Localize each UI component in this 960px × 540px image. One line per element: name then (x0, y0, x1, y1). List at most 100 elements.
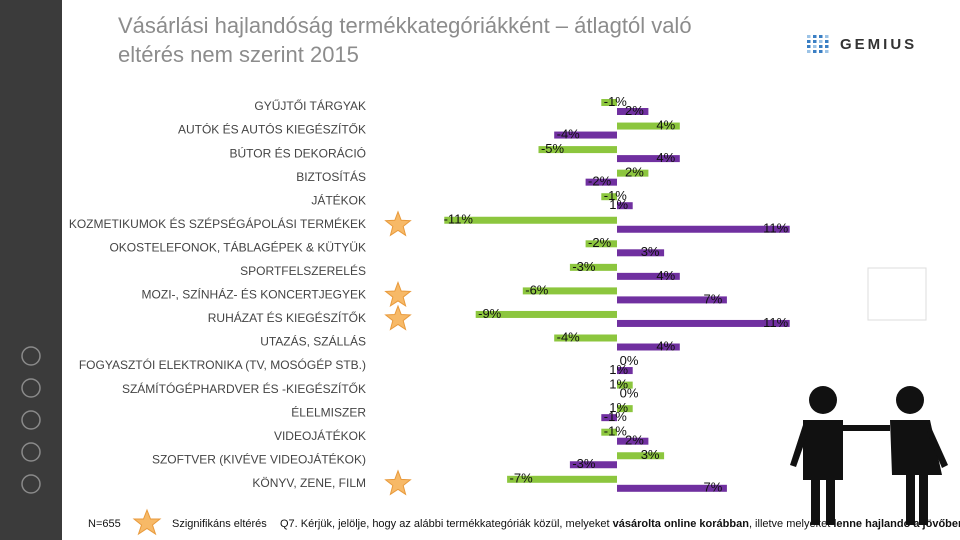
logo-dot (813, 40, 817, 43)
question-bold: lenne hajlandó a jövőben is (833, 518, 960, 530)
bar (601, 99, 617, 106)
bar (601, 193, 617, 201)
significance-star (384, 210, 412, 237)
bar (569, 461, 617, 469)
logo-dot (819, 50, 823, 53)
value-label: -1% (604, 409, 628, 424)
question: Q7. Kérjük, jelölje, hogy az alábbi term… (280, 518, 613, 530)
chart-title: Vásárlási hajlandóság termékkategóriákké… (118, 13, 692, 38)
category-label: GYŰJTŐI TÁRGYAK (254, 98, 366, 113)
bar (569, 263, 617, 271)
question: , illetve melyeket (749, 518, 833, 530)
bar (617, 296, 727, 304)
category-label: ÉLELMISZER (291, 404, 366, 419)
value-label: 11% (763, 315, 788, 330)
star-legend (132, 508, 162, 536)
bar (617, 225, 790, 233)
bar (475, 310, 617, 318)
value-label: -3% (572, 456, 596, 471)
bar (601, 428, 617, 436)
logo-mark (807, 35, 829, 53)
value-label: 1% (609, 400, 628, 415)
value-label: 4% (656, 268, 675, 283)
bar (617, 484, 727, 492)
bar (522, 287, 617, 295)
sample-size: N=655 (88, 518, 121, 530)
category-label: MOZI-, SZÍNHÁZ- ÉS KONCERTJEGYEK (142, 287, 366, 302)
bar (617, 202, 633, 210)
value-label: 11% (763, 221, 788, 236)
value-label: -1% (604, 94, 628, 109)
value-label: 4% (656, 150, 675, 165)
bar (617, 155, 680, 163)
value-label: -7% (510, 471, 534, 486)
bar (507, 475, 617, 483)
logo-dot (807, 45, 811, 48)
bar (617, 381, 633, 389)
value-label: 2% (625, 433, 644, 448)
value-label: 1% (609, 362, 628, 377)
bar (444, 216, 617, 224)
category-label: KÖNYV, ZENE, FILM (252, 476, 366, 490)
category-label: JÁTÉKOK (311, 192, 366, 207)
bar (601, 414, 617, 422)
bar (554, 334, 617, 342)
value-label: -6% (525, 282, 549, 297)
logo-dot (819, 35, 823, 38)
value-label: 0% (620, 353, 639, 368)
logo-dot (819, 45, 823, 48)
value-label: 3% (641, 244, 660, 259)
value-label: -4% (557, 329, 581, 344)
value-label: -11% (444, 212, 474, 227)
logo-dot (825, 35, 829, 38)
sidebar-icons (21, 346, 41, 494)
footnote: Szignifikáns eltérés Q7. Kérjük, jelölje… (172, 518, 960, 530)
chart: GYŰJTŐI TÁRGYAK -1%2%AUTÓK ÉS AUTÓS KIEGÉ… (69, 94, 923, 496)
bar (617, 405, 633, 413)
value-label: -1% (604, 188, 628, 203)
logo-dot (807, 50, 811, 53)
logo-dot (813, 45, 817, 48)
significance-star (384, 280, 412, 308)
legend-box (867, 267, 927, 321)
category-label: SZÁMÍTÓGÉPHARDVER ÉS -KIEGÉSZÍTŐK (122, 381, 366, 396)
value-label: 2% (625, 165, 644, 180)
value-label: 7% (704, 291, 723, 306)
logo-dot (807, 35, 811, 38)
significance-star (384, 304, 412, 331)
category-label: RUHÁZAT ÉS KIEGÉSZÍTŐK (208, 310, 366, 325)
value-label: 4% (656, 117, 675, 132)
bar (617, 319, 790, 327)
bar (585, 240, 617, 248)
value-label: 1% (609, 377, 628, 392)
logo: GEMIUS (840, 36, 917, 53)
value-label: -3% (572, 259, 596, 274)
chart-title: eltérés nem szerint 2015 (118, 42, 359, 67)
bar (617, 367, 633, 375)
value-label: 2% (625, 103, 644, 118)
bar (617, 272, 680, 280)
bar (554, 131, 617, 139)
value-label: -4% (557, 126, 581, 141)
value-label: -1% (604, 424, 628, 439)
bar (617, 169, 649, 177)
bar (538, 146, 617, 154)
value-label: -5% (541, 141, 565, 156)
value-label: 7% (704, 480, 723, 495)
category-label: OKOSTELEFONOK, TÁBLAGÉPEK & KÜTYÜK (109, 239, 366, 254)
category-label: KOZMETIKUMOK ÉS SZÉPSÉGÁPOLÁSI TERMÉKEK (69, 216, 366, 231)
bar (617, 343, 680, 351)
significance-star (384, 469, 412, 496)
value-label: 4% (656, 338, 675, 353)
logo-dot (813, 35, 817, 38)
category-label: BÚTOR ÉS DEKORÁCIÓ (230, 145, 366, 160)
logo-dot (825, 40, 829, 43)
value-label: -2% (588, 235, 612, 250)
sidebar (0, 0, 62, 540)
value-label: 0% (620, 386, 639, 401)
bar (617, 249, 665, 257)
bar (617, 452, 665, 460)
logo-dot (813, 50, 817, 53)
category-label: AUTÓK ÉS AUTÓS KIEGÉSZÍTŐK (178, 122, 366, 137)
